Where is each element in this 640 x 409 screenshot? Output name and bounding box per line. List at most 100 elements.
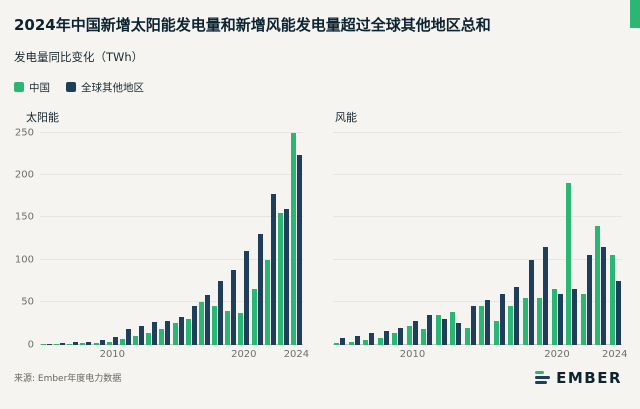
bar-rest-of-world-2010 [112,336,118,345]
wind-panel: 风能 2010 2020 2024 [333,109,627,361]
bar-group-2018 [522,133,534,345]
bar-rest-of-world-2011 [427,314,433,345]
bar-group-2012 [133,133,145,345]
y-tick-50: 50 [21,296,34,308]
legend: 中国 全球其他地区 [14,80,622,95]
bar-china-2018 [522,297,528,345]
bar-group-2016 [493,133,505,345]
x-axis: 2010 2020 2024 [40,345,310,361]
gridline-0 [40,343,303,345]
bar-group-2014 [159,133,171,345]
bar-china-2008 [80,343,86,345]
y-tick-200: 200 [14,169,34,181]
bar-group-2020 [238,133,250,345]
bar-rest-of-world-2015 [178,316,184,345]
bar-rest-of-world-2013 [152,322,158,345]
bar-group-2006 [54,133,66,345]
bar-china-2022 [264,259,270,345]
bar-china-2023 [277,213,283,345]
y-tick-150: 150 [14,211,34,223]
bar-rest-of-world-2015 [485,300,491,345]
bar-china-2016 [493,320,499,345]
bar-rest-of-world-2011 [125,329,131,345]
bar-group-2024 [290,132,302,345]
bar-rest-of-world-2012 [441,319,447,345]
bar-china-2018 [212,306,218,345]
legend-label-china: 中国 [29,81,50,94]
legend-item-rest-of-world: 全球其他地区 [66,80,144,95]
x-tick-2020: 2020 [231,348,257,360]
bar-china-2010 [406,325,412,345]
bar-rest-of-world-2008 [86,341,92,345]
bar-group-2015 [172,133,184,345]
bar-rest-of-world-2024 [615,280,621,345]
bar-china-2024 [290,132,296,345]
legend-swatch-rest-of-world [66,82,76,92]
bar-groups [333,133,622,345]
bar-rest-of-world-2019 [543,246,549,345]
bar-rest-of-world-2010 [412,320,418,345]
x-tick-2024: 2024 [283,348,310,360]
legend-item-china: 中国 [14,80,50,95]
bar-rest-of-world-2016 [191,306,197,345]
gridline-0 [333,343,622,345]
bar-rest-of-world-2014 [165,320,171,345]
gridline-150 [333,216,622,218]
bar-group-2021 [251,133,263,345]
footer: 来源: Ember年度电力数据 EMBER [14,369,622,387]
bar-group-2009 [93,133,105,345]
bar-group-2023 [595,133,607,345]
solar-plot-wrap: 2010 2020 2024 [40,131,310,361]
solar-panel: 太阳能 0 50 100 150 200 250 2010 2020 2024 [14,109,310,361]
y-tick-250: 250 [14,127,34,138]
gridline-50 [40,301,303,303]
wind-panel-title: 风能 [335,110,357,124]
bar-rest-of-world-2018 [528,259,534,345]
bar-group-2019 [537,133,549,345]
ember-logo-icon [535,369,551,386]
bar-group-2005 [41,133,52,345]
legend-label-rest-of-world: 全球其他地区 [81,81,144,94]
bar-china-2008 [377,337,383,345]
bar-china-2009 [392,332,398,345]
bar-china-2012 [435,314,441,345]
gridline-250 [333,131,622,133]
bar-china-2019 [225,310,231,345]
bar-group-2017 [198,133,210,345]
bar-rest-of-world-2020 [557,293,563,345]
bar-china-2021 [251,289,257,345]
bar-group-2009 [392,133,404,345]
bar-group-2018 [212,133,224,345]
ember-logo: EMBER [535,369,622,387]
bar-group-2022 [580,133,592,345]
bar-group-2011 [119,133,131,345]
bar-rest-of-world-2023 [283,208,289,345]
ember-logo-text: EMBER [556,368,622,387]
gridline-200 [333,173,622,175]
bar-group-2013 [450,133,462,345]
x-tick-2010: 2010 [399,348,426,360]
bar-china-2010 [106,341,112,345]
bar-china-2015 [479,306,485,345]
bar-china-2006 [54,343,60,345]
source-note: 来源: Ember年度电力数据 [14,374,122,384]
bar-china-2011 [421,329,427,345]
bar-rest-of-world-2021 [257,234,263,345]
bar-group-2023 [277,133,289,345]
bar-rest-of-world-2013 [456,323,462,345]
bar-china-2005 [41,343,46,345]
bar-group-2011 [421,133,433,345]
bar-rest-of-world-2005 [340,337,345,345]
bar-rest-of-world-2022 [270,194,276,345]
bar-rest-of-world-2016 [499,293,505,345]
bar-china-2013 [450,312,456,345]
bar-rest-of-world-2024 [296,154,302,345]
bar-rest-of-world-2012 [139,325,145,345]
gridline-200 [40,173,303,175]
bar-rest-of-world-2018 [218,280,224,345]
bar-rest-of-world-2019 [231,269,237,345]
bar-china-2024 [609,255,615,345]
brand-corner-accent [630,0,640,28]
x-tick-2020: 2020 [544,348,570,360]
